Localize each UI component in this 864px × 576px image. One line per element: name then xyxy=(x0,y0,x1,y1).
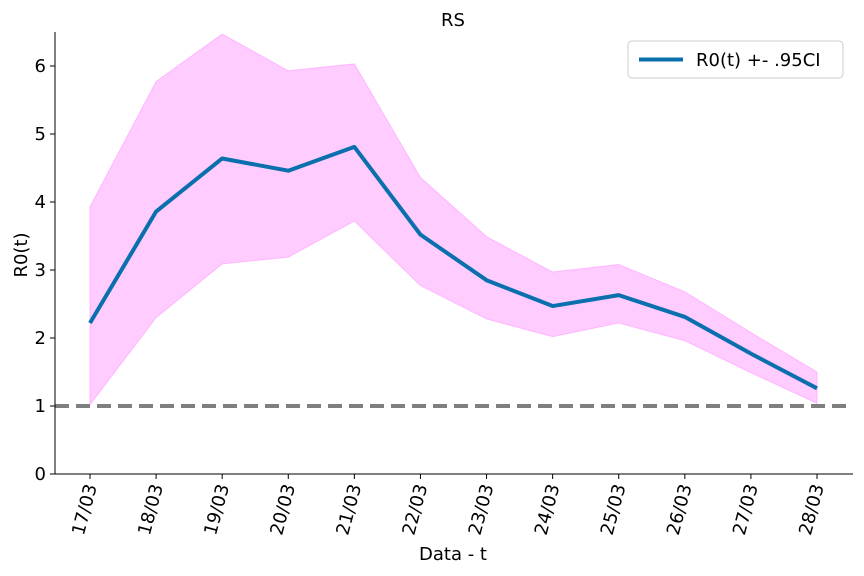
legend-label: R0(t) +- .95CI xyxy=(696,50,821,71)
chart-title: RS xyxy=(441,10,465,31)
x-tick-label: 20/03 xyxy=(266,482,300,538)
confidence-band-layer xyxy=(89,33,818,407)
series-line-layer xyxy=(88,144,818,391)
legend: R0(t) +- .95CI xyxy=(627,40,844,79)
series-line xyxy=(88,144,818,391)
x-tick-label: 19/03 xyxy=(200,482,234,538)
x-tick-label: 27/03 xyxy=(729,482,763,538)
y-tick-label: 2 xyxy=(35,328,46,349)
axes xyxy=(54,32,853,475)
x-tick-label: 23/03 xyxy=(465,482,499,538)
x-tick-label: 17/03 xyxy=(68,482,102,538)
y-tick-label: 6 xyxy=(35,56,46,77)
y-tick-label: 3 xyxy=(35,260,46,281)
x-axis-label: Data - t xyxy=(419,544,487,565)
y-axis-label: R0(t) xyxy=(11,232,32,277)
y-axis-ticks: 0 1 2 3 4 5 6 xyxy=(35,56,55,485)
x-tick-label: 21/03 xyxy=(332,482,366,538)
x-tick-label: 25/03 xyxy=(597,482,631,538)
x-tick-label: 28/03 xyxy=(795,482,829,538)
y-tick-label: 4 xyxy=(35,192,46,213)
y-tick-label: 5 xyxy=(35,124,46,145)
x-tick-label: 18/03 xyxy=(134,482,168,538)
x-tick-label: 26/03 xyxy=(663,482,697,538)
y-tick-label: 1 xyxy=(35,396,46,417)
y-tick-label: 0 xyxy=(35,464,46,485)
x-tick-label: 22/03 xyxy=(399,482,433,538)
legend-frame xyxy=(627,40,844,79)
x-axis-ticks: 17/03 18/03 19/03 20/03 21/03 22/03 23/03 24/03… xyxy=(68,474,829,537)
confidence-band xyxy=(89,33,818,407)
x-tick-label: 24/03 xyxy=(531,482,565,538)
